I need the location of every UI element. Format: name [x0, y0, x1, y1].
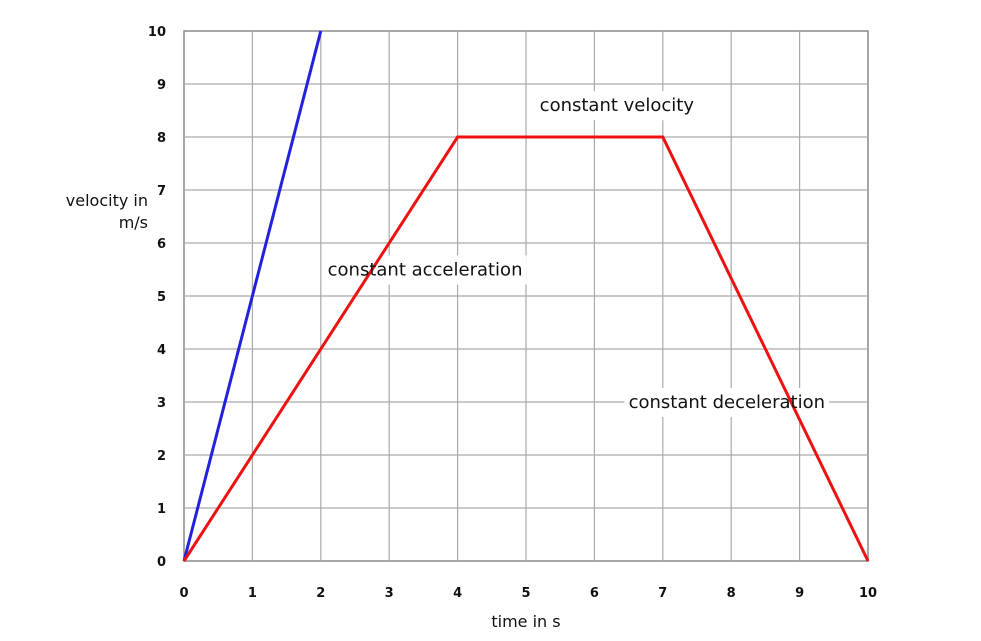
x-tick-label: 3 [385, 586, 394, 601]
annotation-backgrounds [323, 91, 830, 417]
annotation-label: constant velocity [540, 95, 695, 116]
y-tick-label: 8 [157, 131, 166, 146]
annotation-background [323, 255, 527, 285]
grid [184, 31, 868, 561]
x-tick-label: 6 [590, 586, 599, 601]
y-tick-label: 9 [157, 78, 166, 93]
x-tick-label: 10 [859, 586, 877, 601]
y-tick-label: 6 [157, 237, 166, 252]
y-axis-label-line-1: velocity in [66, 191, 148, 210]
series-line-2 [182, 135, 870, 562]
x-tick-label: 8 [727, 586, 736, 601]
series-line-1 [182, 30, 323, 562]
y-tick-label: 7 [157, 184, 166, 199]
series-lines [182, 30, 870, 562]
y-tick-label: 2 [157, 449, 166, 464]
annotation-label: constant acceleration [328, 260, 523, 281]
x-tick-label: 9 [795, 586, 804, 601]
y-tick-label: 1 [157, 502, 166, 517]
x-tick-label: 4 [453, 586, 462, 601]
annotation-background [535, 91, 699, 121]
annotations: constant velocity constant acceleration co… [328, 95, 825, 413]
annotation-label: constant deceleration [629, 392, 825, 413]
x-axis-label: time in s [491, 612, 560, 631]
x-tick-label: 7 [658, 586, 667, 601]
y-axis-label-line-2: m/s [119, 213, 148, 232]
y-tick-labels: 0 1 2 3 4 5 6 7 8 9 10 [148, 25, 166, 570]
y-tick-label: 10 [148, 25, 166, 40]
x-tick-label: 5 [521, 586, 530, 601]
x-tick-label: 1 [248, 586, 257, 601]
y-tick-label: 3 [157, 396, 166, 411]
y-tick-label: 5 [157, 290, 166, 305]
x-tick-labels: 0 1 2 3 4 5 6 7 8 9 10 [179, 586, 877, 601]
y-tick-label: 0 [157, 555, 166, 570]
y-tick-label: 4 [157, 343, 166, 358]
x-tick-label: 0 [179, 586, 188, 601]
x-tick-label: 2 [316, 586, 325, 601]
